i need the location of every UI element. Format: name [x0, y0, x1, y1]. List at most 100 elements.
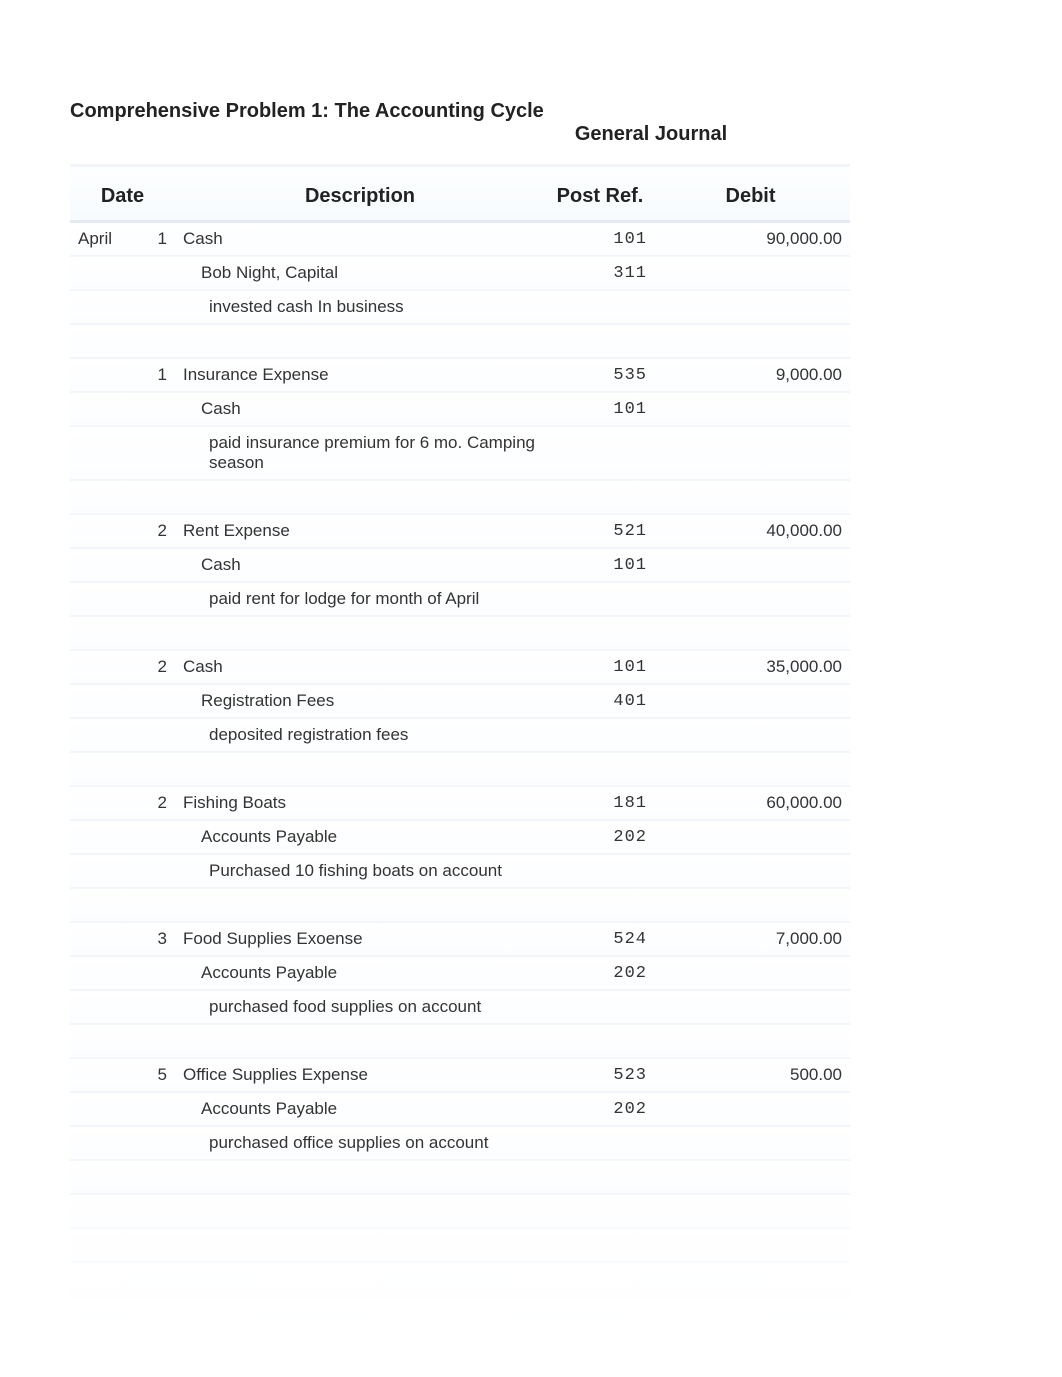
cell-debit — [655, 685, 850, 719]
cell-debit — [655, 583, 850, 617]
page-title-line2: General Journal — [70, 123, 992, 146]
cell-post-ref — [545, 719, 655, 753]
cell-debit: 7,000.00 — [655, 923, 850, 957]
cell-post-ref: 524 — [545, 923, 655, 957]
cell-description: Rent Expense — [175, 515, 545, 549]
cell-debit — [655, 1161, 850, 1195]
cell-date-month — [70, 651, 130, 685]
table-row — [70, 1229, 850, 1263]
cell-date-month — [70, 1025, 130, 1059]
cell-post-ref — [545, 1025, 655, 1059]
cell-post-ref: 202 — [545, 957, 655, 991]
table-row — [70, 617, 850, 651]
cell-debit — [655, 325, 850, 359]
table-row: April1Cash10190,000.00 — [70, 223, 850, 257]
cell-post-ref — [545, 291, 655, 325]
table-row — [70, 1297, 850, 1331]
cell-date-month — [70, 1263, 130, 1297]
table-row: Bob Night, Capital311 — [70, 257, 850, 291]
cell-date-month — [70, 427, 130, 481]
cell-date-month — [70, 257, 130, 291]
cell-description: Insurance Expense — [175, 359, 545, 393]
cell-debit — [655, 393, 850, 427]
cell-debit — [655, 855, 850, 889]
cell-date-day: 1 — [130, 359, 175, 393]
col-header-description: Description — [175, 164, 545, 223]
cell-date-month — [70, 1127, 130, 1161]
cell-date-day: 2 — [130, 651, 175, 685]
cell-description: paid rent for lodge for month of April — [175, 583, 545, 617]
cell-post-ref: 202 — [545, 1093, 655, 1127]
cell-date-day — [130, 257, 175, 291]
cell-post-ref — [545, 617, 655, 651]
cell-post-ref — [545, 1263, 655, 1297]
cell-post-ref: 101 — [545, 651, 655, 685]
cell-date-day — [130, 685, 175, 719]
cell-date-day — [130, 1263, 175, 1297]
cell-date-month — [70, 1093, 130, 1127]
cell-date-day — [130, 291, 175, 325]
cell-date-month — [70, 685, 130, 719]
cell-description: deposited registration fees — [175, 719, 545, 753]
table-row: paid rent for lodge for month of April — [70, 583, 850, 617]
cell-debit — [655, 753, 850, 787]
cell-date-day — [130, 957, 175, 991]
cell-debit — [655, 481, 850, 515]
cell-date-month — [70, 787, 130, 821]
cell-description: Purchased 10 fishing boats on account — [175, 855, 545, 889]
col-header-date: Date — [70, 164, 175, 223]
table-row: purchased office supplies on account — [70, 1127, 850, 1161]
cell-debit — [655, 617, 850, 651]
cell-description — [175, 1195, 545, 1229]
cell-post-ref — [545, 1229, 655, 1263]
general-journal-table: Date Description Post Ref. Debit April1C… — [70, 164, 850, 1331]
table-row: Accounts Payable202 — [70, 821, 850, 855]
cell-debit: 60,000.00 — [655, 787, 850, 821]
cell-date-month — [70, 957, 130, 991]
cell-post-ref — [545, 1195, 655, 1229]
table-row — [70, 1195, 850, 1229]
table-row: invested cash In business — [70, 291, 850, 325]
cell-description: Food Supplies Exoense — [175, 923, 545, 957]
cell-date-day — [130, 991, 175, 1025]
cell-date-day — [130, 1229, 175, 1263]
cell-post-ref — [545, 855, 655, 889]
cell-date-day — [130, 1127, 175, 1161]
cell-post-ref — [545, 325, 655, 359]
table-row: Accounts Payable202 — [70, 957, 850, 991]
cell-debit — [655, 1195, 850, 1229]
cell-description: Accounts Payable — [175, 1093, 545, 1127]
cell-post-ref — [545, 1127, 655, 1161]
table-row: 1Insurance Expense5359,000.00 — [70, 359, 850, 393]
cell-post-ref: 521 — [545, 515, 655, 549]
cell-debit — [655, 1263, 850, 1297]
cell-debit — [655, 427, 850, 481]
cell-description: purchased food supplies on account — [175, 991, 545, 1025]
table-row — [70, 1263, 850, 1297]
cell-date-month — [70, 617, 130, 651]
cell-description: Accounts Payable — [175, 957, 545, 991]
cell-description — [175, 1025, 545, 1059]
cell-date-day — [130, 821, 175, 855]
cell-description: Fishing Boats — [175, 787, 545, 821]
table-row: Registration Fees401 — [70, 685, 850, 719]
cell-description: Cash — [175, 223, 545, 257]
cell-date-month — [70, 515, 130, 549]
table-row: Accounts Payable202 — [70, 1093, 850, 1127]
page-title-line1: Comprehensive Problem 1: The Accounting … — [70, 100, 992, 123]
cell-date-month: April — [70, 223, 130, 257]
cell-date-day — [130, 1161, 175, 1195]
cell-date-month — [70, 1059, 130, 1093]
col-header-debit: Debit — [655, 164, 850, 223]
table-row: Purchased 10 fishing boats on account — [70, 855, 850, 889]
cell-post-ref: 523 — [545, 1059, 655, 1093]
cell-date-day — [130, 753, 175, 787]
cell-debit — [655, 257, 850, 291]
table-row — [70, 889, 850, 923]
cell-description: Cash — [175, 393, 545, 427]
cell-post-ref: 401 — [545, 685, 655, 719]
cell-date-day — [130, 855, 175, 889]
cell-description: Cash — [175, 549, 545, 583]
cell-date-month — [70, 549, 130, 583]
cell-date-month — [70, 1161, 130, 1195]
